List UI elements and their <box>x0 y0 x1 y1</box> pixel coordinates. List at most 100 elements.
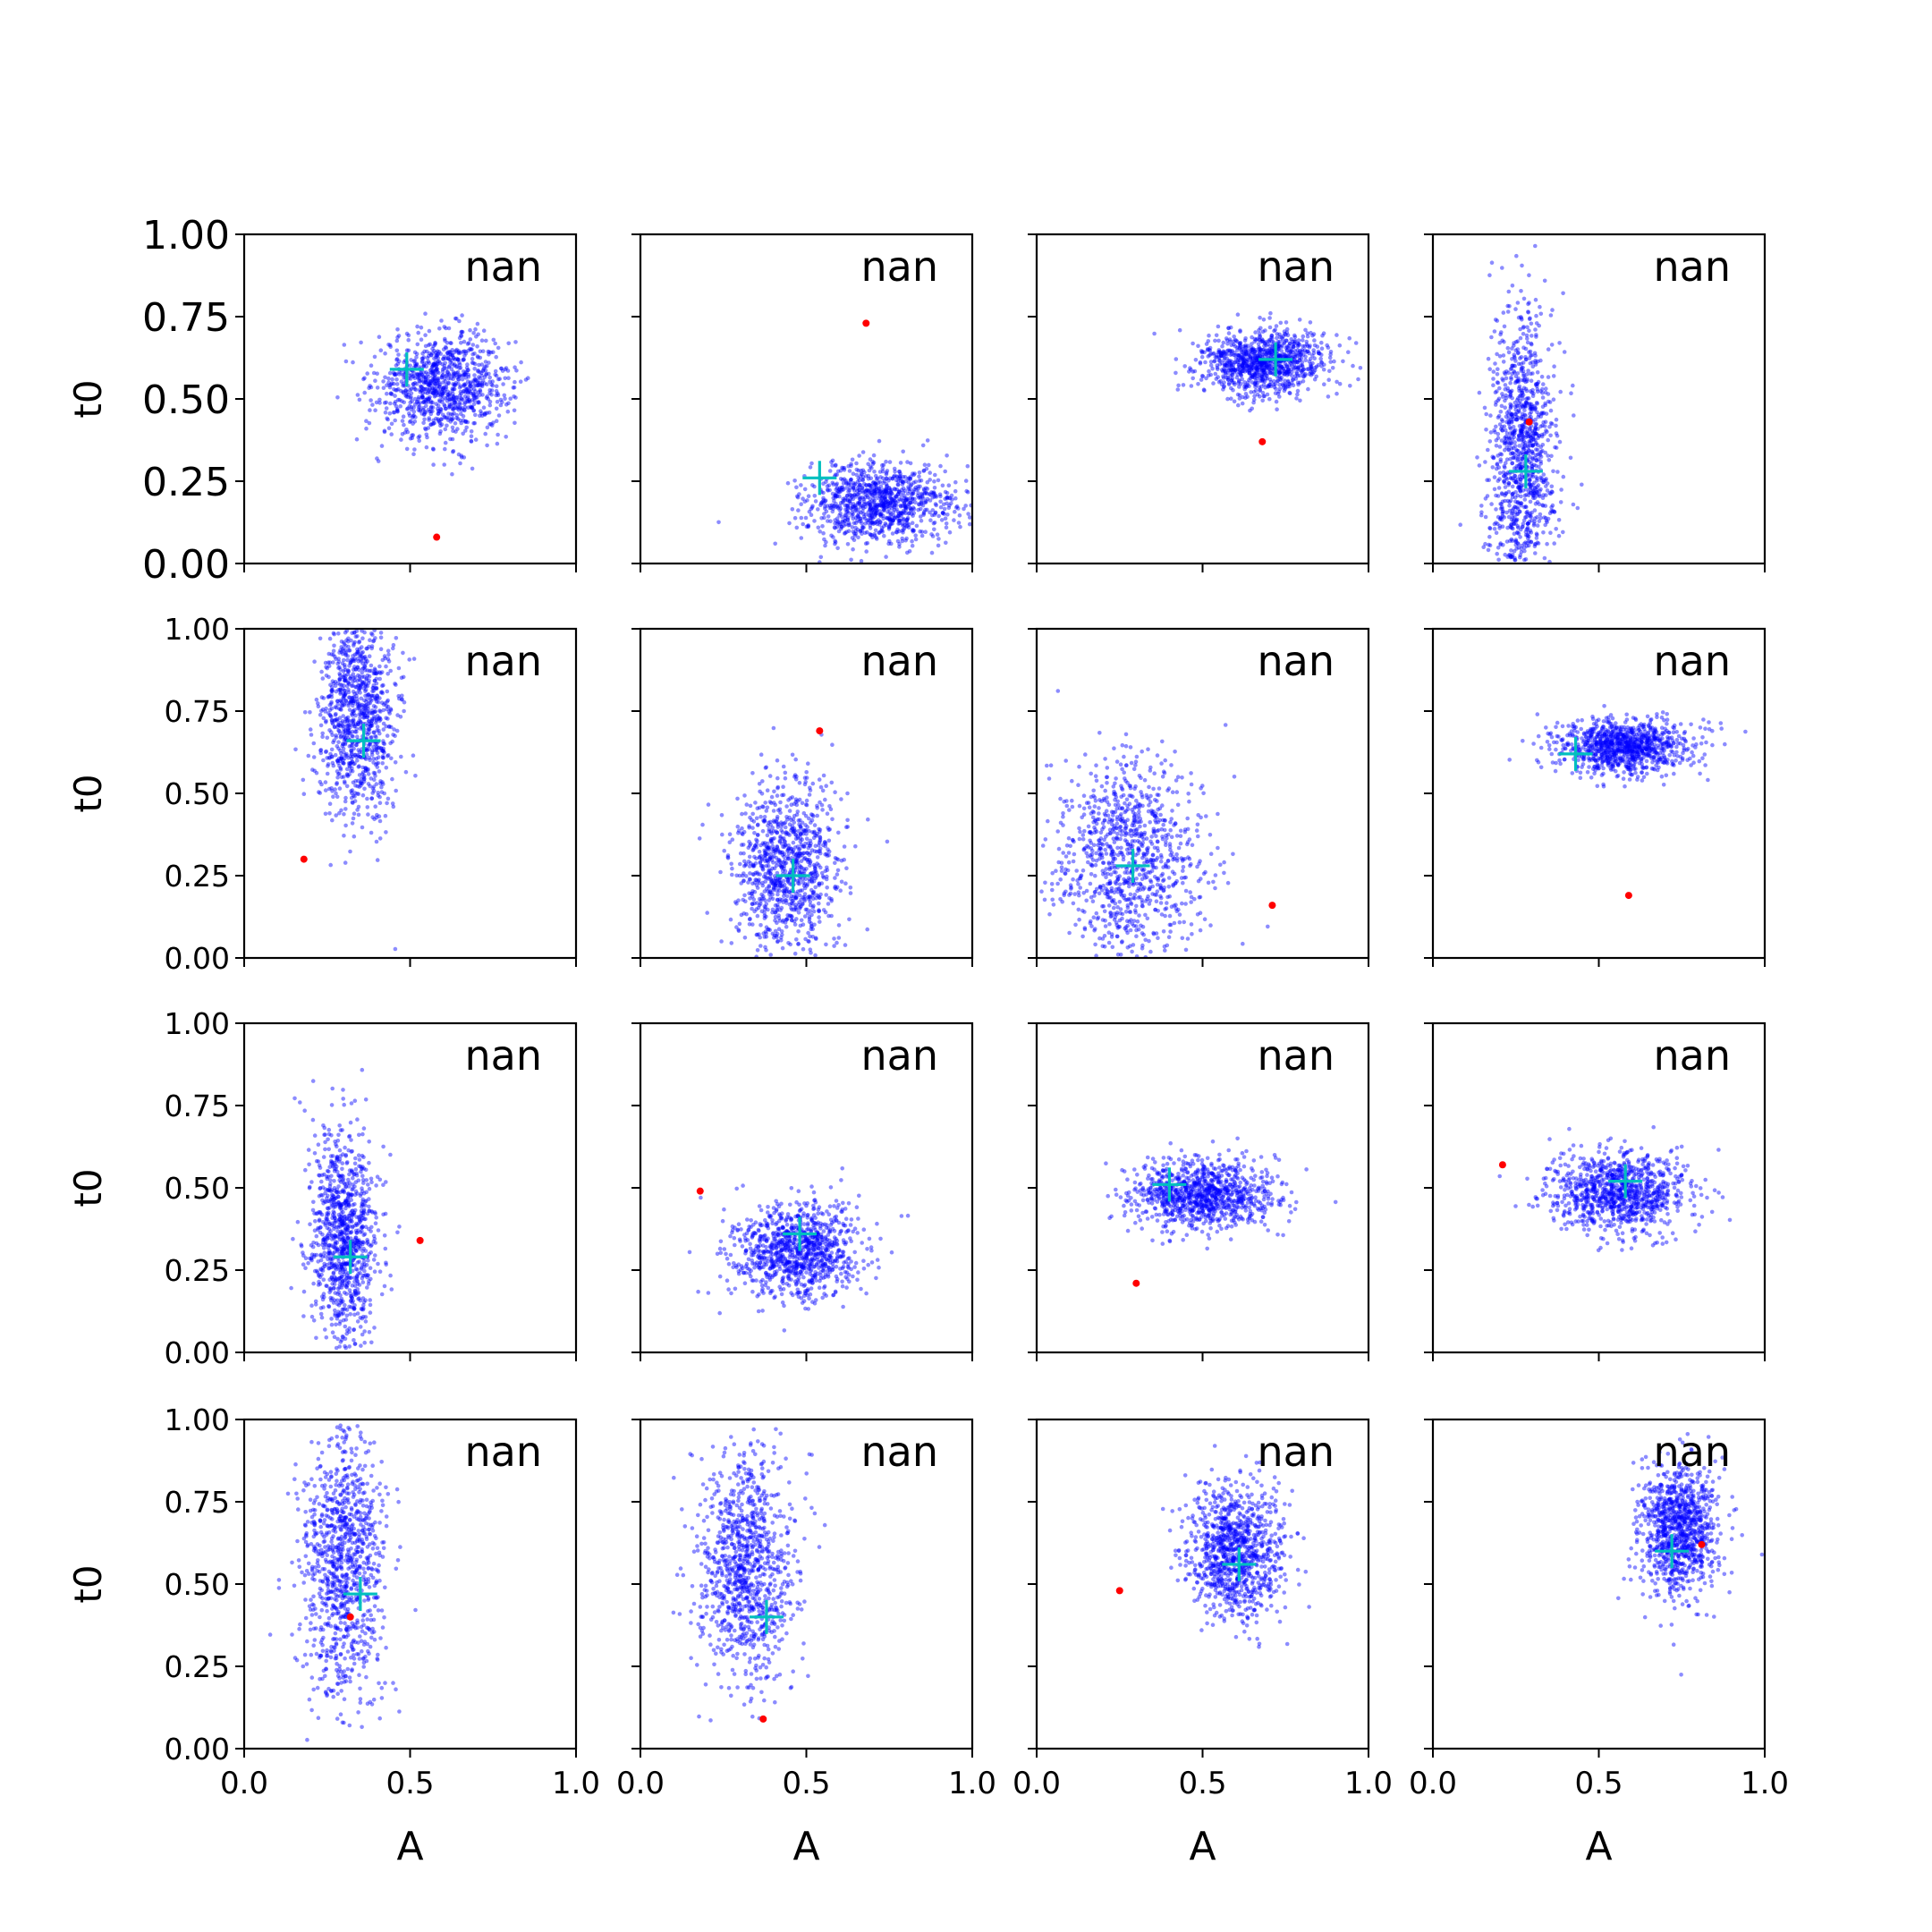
sample-point <box>419 370 423 375</box>
sample-point <box>1258 353 1262 359</box>
sample-point <box>430 371 436 377</box>
sample-point <box>327 703 333 708</box>
sample-point <box>346 701 351 706</box>
sample-point <box>930 534 936 538</box>
sample-point <box>425 391 430 395</box>
sample-point <box>453 402 459 407</box>
sample-point <box>1260 339 1265 344</box>
sample-point <box>1507 508 1513 513</box>
sample-point <box>339 708 343 712</box>
sample-point <box>1291 383 1296 388</box>
sample-point <box>352 699 356 703</box>
sample-point <box>1517 487 1522 493</box>
sample-point <box>480 393 485 397</box>
sample-point <box>884 476 889 481</box>
sample-point <box>1523 401 1529 405</box>
sample-point <box>359 696 364 701</box>
sample-point <box>1316 362 1321 368</box>
sample-point <box>952 518 956 522</box>
sample-point <box>1277 354 1283 359</box>
sample-point <box>444 356 448 361</box>
sample-point <box>424 400 428 404</box>
sample-point <box>1516 449 1521 453</box>
sample-point <box>875 537 879 541</box>
sample-point <box>909 508 913 513</box>
sample-point <box>1245 368 1250 373</box>
sample-point <box>377 818 383 824</box>
sample-point <box>1287 390 1292 395</box>
sample-point <box>860 490 866 495</box>
sample-point <box>836 490 841 495</box>
sample-point <box>455 357 461 362</box>
sample-point <box>482 412 487 417</box>
sample-point <box>1523 357 1529 362</box>
sample-point <box>1496 465 1502 470</box>
sample-point <box>884 470 889 475</box>
sample-point <box>1222 352 1227 356</box>
sample-point <box>943 489 948 495</box>
sample-point <box>424 445 429 450</box>
sample-point <box>1532 455 1538 461</box>
sample-point <box>1265 365 1270 369</box>
sample-point <box>1530 482 1535 487</box>
sample-point <box>461 431 465 436</box>
truth-point <box>1525 418 1533 426</box>
sample-point <box>443 396 448 401</box>
sample-point <box>354 693 359 699</box>
sample-point <box>462 404 468 410</box>
sample-point <box>878 513 884 519</box>
sample-point <box>1208 360 1214 364</box>
sample-point <box>913 479 918 484</box>
sample-point <box>1524 493 1529 497</box>
sample-point <box>1534 335 1538 339</box>
sample-point <box>1525 377 1530 382</box>
sample-point <box>1530 352 1534 358</box>
sample-point <box>835 505 840 511</box>
sample-point <box>451 397 456 402</box>
sample-point <box>935 532 940 537</box>
sample-point <box>465 386 470 391</box>
sample-point <box>353 784 358 788</box>
sample-point <box>1332 359 1336 364</box>
sample-point <box>484 372 488 377</box>
sample-point <box>352 834 357 839</box>
sample-point <box>865 518 869 523</box>
subplot-2: nan <box>631 233 974 572</box>
sample-point <box>411 359 417 364</box>
sample-point <box>896 514 901 519</box>
sample-point <box>352 665 357 669</box>
sample-point <box>1237 341 1242 346</box>
sample-point <box>1263 369 1267 374</box>
sample-point <box>361 716 366 720</box>
sample-point <box>1524 333 1530 338</box>
sample-point <box>1515 477 1521 482</box>
sample-point <box>898 504 903 509</box>
sample-point <box>845 542 851 547</box>
sample-point <box>936 478 941 483</box>
sample-point <box>377 731 382 736</box>
sample-point <box>869 532 873 538</box>
sample-point <box>458 351 462 355</box>
sample-point <box>1245 363 1250 368</box>
sample-point <box>417 378 422 384</box>
sample-point <box>361 377 366 382</box>
sample-point <box>456 374 462 378</box>
sample-point <box>415 371 419 377</box>
sample-point <box>828 505 834 511</box>
sample-point <box>896 529 902 534</box>
sample-point <box>1255 360 1260 365</box>
sample-point <box>329 706 335 711</box>
sample-point <box>355 808 360 812</box>
sample-point <box>1206 373 1211 378</box>
sample-point <box>363 659 368 664</box>
sample-point <box>397 696 402 701</box>
sample-point <box>1513 499 1518 504</box>
sample-point <box>1539 432 1545 437</box>
sample-point <box>324 706 328 711</box>
sample-point <box>851 516 856 521</box>
sample-point <box>1513 539 1518 544</box>
sample-point <box>1283 369 1287 374</box>
sample-point <box>1512 363 1516 369</box>
sample-point <box>1504 395 1509 401</box>
sample-point <box>358 678 363 682</box>
